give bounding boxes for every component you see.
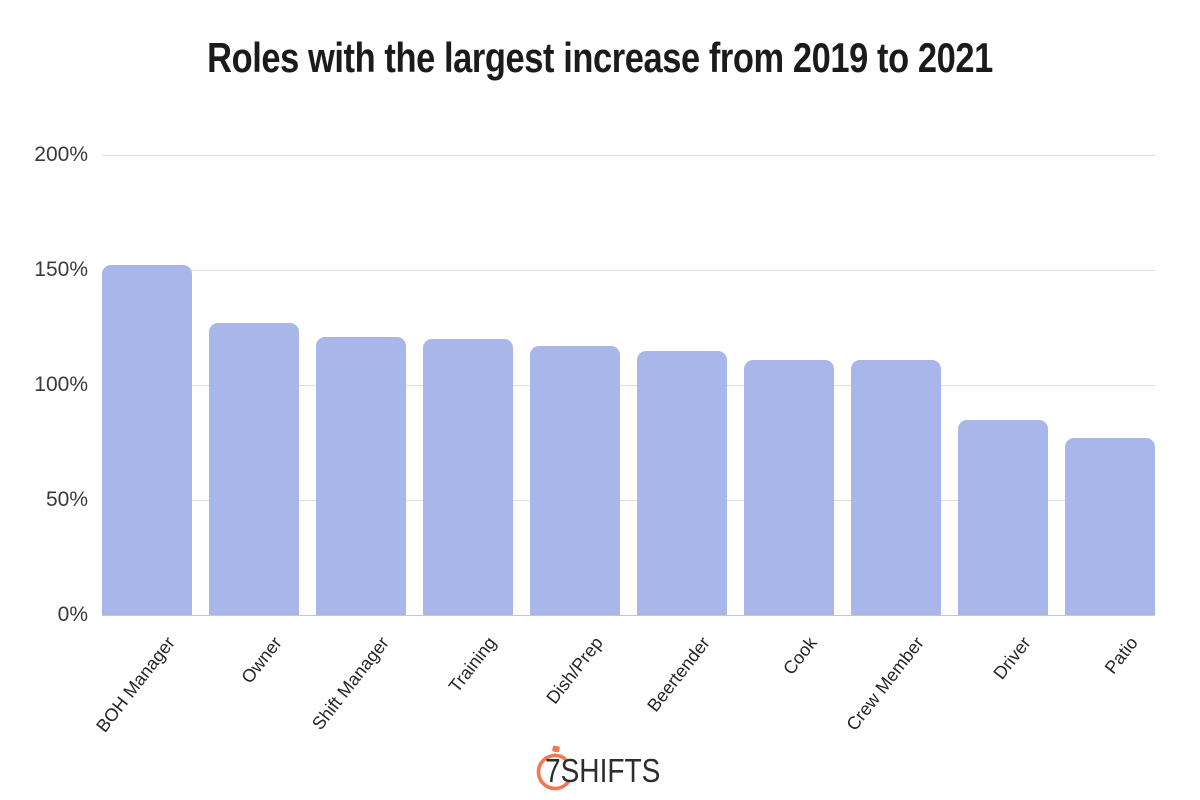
chart-title: Roles with the largest increase from 201… <box>207 34 993 81</box>
bar-series <box>102 155 1155 615</box>
bar-crew-member <box>851 359 941 615</box>
bar-boh-manager <box>102 265 192 615</box>
stopwatch-icon <box>536 745 571 791</box>
x-tick-label: Beertender <box>643 633 714 716</box>
x-tick-label: Patio <box>1100 633 1142 678</box>
bar-beertender <box>637 350 727 615</box>
gridline-100 <box>102 385 1155 386</box>
gridline-200 <box>102 155 1155 156</box>
y-tick-label: 0% <box>57 603 88 626</box>
gridline-150 <box>102 270 1155 271</box>
bar-cook <box>744 359 834 615</box>
x-tick-label: BOH Manager <box>92 633 179 736</box>
y-tick-label: 100% <box>34 373 88 396</box>
x-tick-label: Owner <box>237 633 286 688</box>
bar-training <box>423 339 513 615</box>
logo-text: 7SHIFTS <box>545 752 661 789</box>
bar-owner <box>209 322 299 615</box>
y-tick-label: 50% <box>45 488 88 511</box>
x-tick-label: Driver <box>989 633 1035 684</box>
gridline-0 <box>102 615 1155 616</box>
x-tick-label: Cook <box>779 633 821 679</box>
x-tick-label: Shift Manager <box>308 633 393 734</box>
x-tick-label: Training <box>444 633 500 697</box>
x-tick-label: Crew Member <box>842 633 928 735</box>
y-tick-label: 200% <box>34 143 88 166</box>
plot-area <box>102 155 1155 616</box>
bar-driver <box>958 419 1048 615</box>
gridline-50 <box>102 500 1155 501</box>
x-tick-label: Dish/Prep <box>542 633 607 708</box>
7shifts-logo: 7SHIFTS <box>532 743 668 793</box>
bar-patio <box>1065 437 1155 615</box>
bar-shift-manager <box>316 336 406 615</box>
bar-dish-prep <box>530 345 620 615</box>
y-tick-label: 150% <box>34 258 88 281</box>
